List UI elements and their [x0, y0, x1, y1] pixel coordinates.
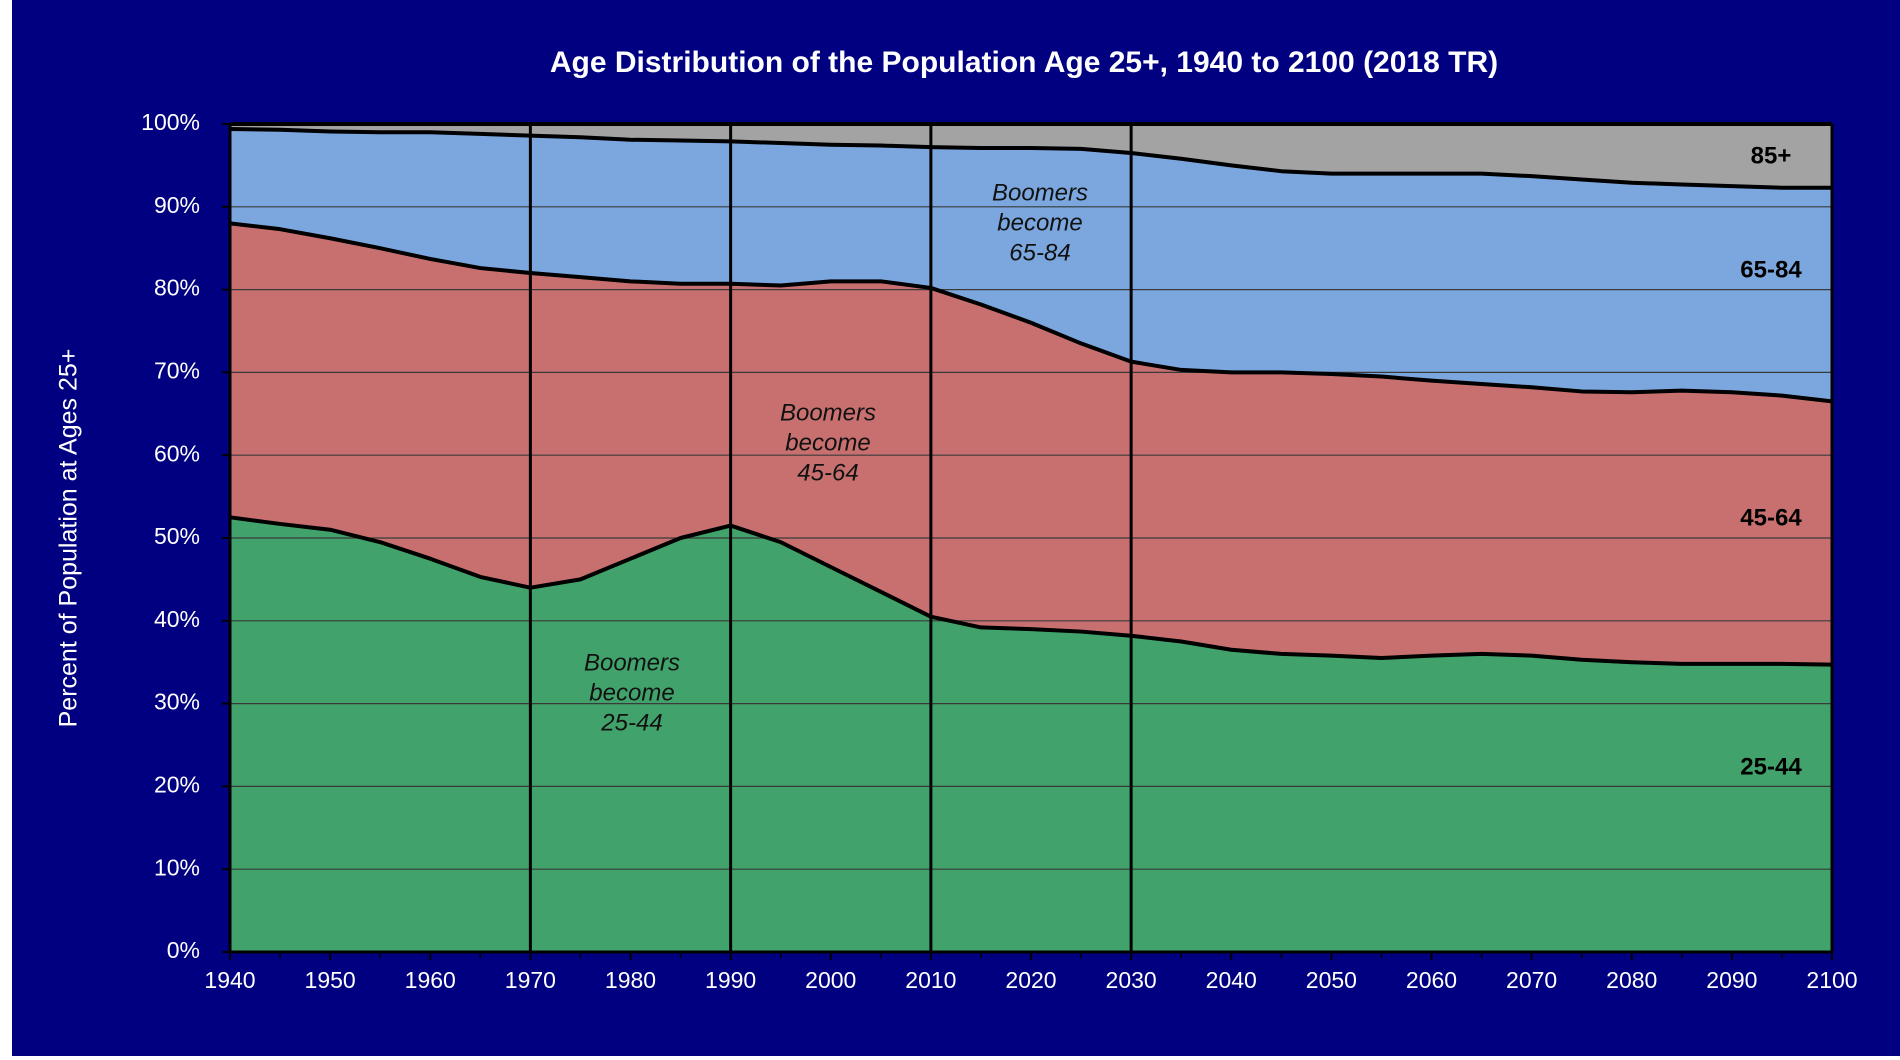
series-label: 45-64 [1740, 504, 1802, 531]
series-label: 85+ [1751, 142, 1792, 169]
y-tick-label: 60% [154, 440, 200, 466]
x-tick-label: 1960 [405, 967, 456, 993]
x-tick-label: 1990 [705, 967, 756, 993]
series-line [229, 221, 1833, 404]
annotation: Boomers [780, 399, 876, 426]
x-tick-label: 1940 [204, 967, 255, 993]
x-tick-label: 2100 [1806, 967, 1857, 993]
x-tick-label: 1980 [605, 967, 656, 993]
chart-title: Age Distribution of the Population Age 2… [550, 46, 1498, 79]
annotation: 45-64 [797, 459, 858, 486]
area-fill [230, 223, 1832, 665]
series-label: 65-84 [1740, 256, 1802, 283]
y-tick-label: 10% [154, 854, 200, 880]
y-tick-label: 50% [154, 523, 200, 549]
annotation: 65-84 [1009, 239, 1070, 266]
x-tick-label: 1970 [505, 967, 556, 993]
series-line [229, 126, 1832, 190]
y-axis-label: Percent of Population at Ages 25+ [55, 349, 83, 728]
y-tick-label: 80% [154, 275, 200, 301]
annotation: become [589, 679, 674, 706]
y-tick-label: 90% [154, 192, 200, 218]
x-tick-label: 1950 [305, 967, 356, 993]
x-tick-label: 2050 [1306, 967, 1357, 993]
annotation: become [997, 209, 1082, 236]
area-fill [230, 517, 1832, 952]
x-tick-label: 2010 [905, 967, 956, 993]
annotation: Boomers [584, 649, 680, 676]
y-tick-label: 0% [167, 937, 200, 963]
x-tick-label: 2060 [1406, 967, 1457, 993]
series-label: 25-44 [1740, 753, 1802, 780]
y-tick-label: 30% [154, 689, 200, 715]
x-tick-label: 2090 [1706, 967, 1757, 993]
annotation: become [785, 429, 870, 456]
x-tick-label: 2020 [1005, 967, 1056, 993]
area-fill [230, 128, 1832, 402]
y-tick-label: 100% [141, 109, 200, 135]
x-tick-label: 2030 [1106, 967, 1157, 993]
x-tick-label: 2040 [1206, 967, 1257, 993]
annotation: 25-44 [600, 709, 662, 736]
y-tick-label: 20% [154, 771, 200, 797]
x-tick-label: 2080 [1606, 967, 1657, 993]
x-tick-label: 2000 [805, 967, 856, 993]
annotation: Boomers [992, 179, 1088, 206]
y-tick-label: 70% [154, 357, 200, 383]
series-line [229, 515, 1833, 667]
x-tick-label: 2070 [1506, 967, 1557, 993]
y-tick-label: 40% [154, 606, 200, 632]
